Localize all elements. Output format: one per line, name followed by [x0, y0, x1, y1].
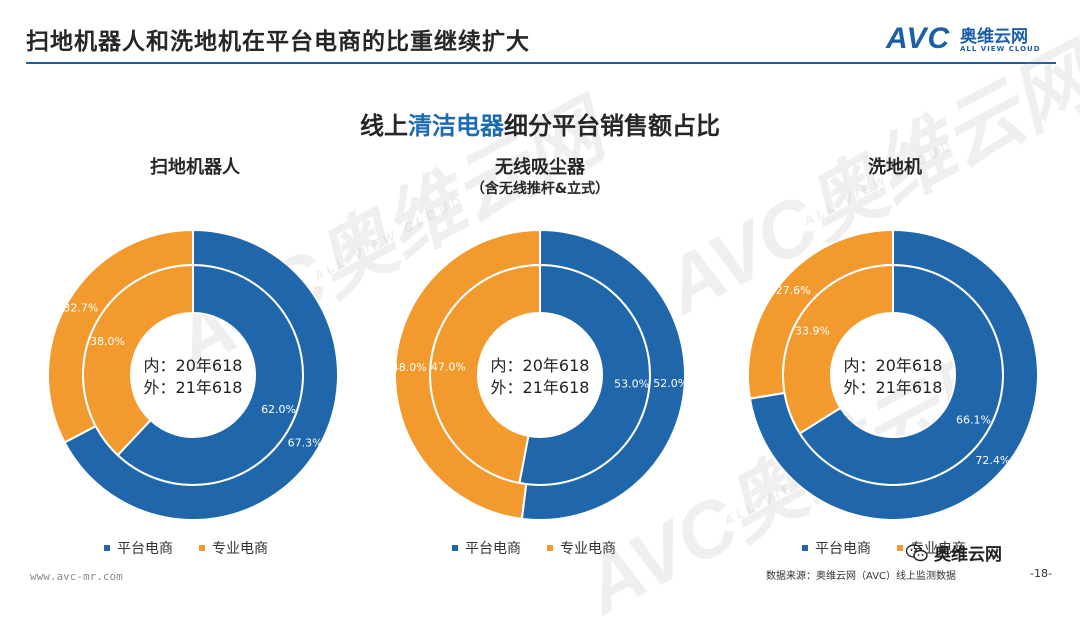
center-label-line1: 内：20年618 — [144, 356, 243, 375]
data-label-outer-professional: 48.0% — [392, 361, 427, 374]
data-label-inner-platform: 66.1% — [956, 414, 991, 427]
legend-swatch-professional — [547, 545, 553, 551]
donut-chart-cordless-vacuum: 53.0% 47.0% 52.0% 48.0% 内：20年618 外：21年618 — [392, 228, 688, 521]
logo-avc-text: AVC — [886, 22, 951, 55]
legend-item-platform: 平台电商 — [104, 538, 173, 558]
legend-robot-vacuum: 平台电商 专业电商 — [104, 538, 294, 558]
main-title-prefix: 线上 — [360, 112, 408, 140]
wechat-badge: 奥维云网 — [905, 540, 1002, 565]
legend-swatch-professional — [199, 545, 205, 551]
legend-label-professional: 专业电商 — [212, 541, 268, 557]
legend-cordless-vacuum: 平台电商 专业电商 — [452, 538, 642, 558]
slice-outer-professional — [747, 228, 894, 400]
legend-label-platform: 平台电商 — [815, 541, 871, 557]
legend-item-professional: 专业电商 — [199, 538, 268, 558]
watermark-sub: ALL VIEW CLOUD — [801, 136, 957, 229]
donut-chart-robot-vacuum: 62.0% 38.0% 67.3% 32.7% 内：20年618 外：21年618 — [47, 228, 339, 521]
chart-title-floor-scrubber: 洗地机 — [868, 157, 922, 178]
logo-chinese-text: 奥维云网 — [960, 27, 1028, 47]
data-label-inner-platform: 53.0% — [614, 378, 649, 391]
slice-outer-professional — [394, 228, 541, 520]
center-label-line1: 内：20年618 — [844, 356, 943, 375]
slice-outer-platform — [748, 228, 1039, 521]
main-title-highlight: 清洁电器 — [408, 112, 504, 140]
data-label-outer-professional: 27.6% — [776, 284, 811, 297]
page-number: -18- — [1030, 567, 1052, 580]
donut-chart-floor-scrubber: 66.1% 33.9% 72.4% 27.6% 内：20年618 外：21年618 — [747, 228, 1039, 521]
data-label-outer-platform: 52.0% — [653, 377, 688, 390]
data-label-outer-platform: 72.4% — [975, 454, 1010, 467]
header-divider — [26, 62, 1056, 64]
center-label-line1: 内：20年618 — [491, 356, 590, 375]
chart-main-title: 线上清洁电器细分平台销售额占比 — [0, 106, 1080, 141]
center-label-line2: 外：21年618 — [491, 378, 590, 397]
data-label-outer-professional: 32.7% — [63, 301, 98, 314]
center-label-line2: 外：21年618 — [144, 378, 243, 397]
main-title-suffix: 细分平台销售额占比 — [504, 112, 720, 140]
data-label-inner-professional: 38.0% — [90, 335, 125, 348]
avc-logo: AVC 奥维云网 ALL VIEW CLOUD — [886, 20, 1056, 60]
chart-title-robot-vacuum: 扫地机器人 — [150, 157, 240, 178]
logo-english-text: ALL VIEW CLOUD — [960, 45, 1041, 53]
slice-outer-platform — [520, 228, 686, 521]
legend-label-platform: 平台电商 — [117, 541, 173, 557]
center-label-line2: 外：21年618 — [844, 378, 943, 397]
legend-item-platform: 平台电商 — [802, 538, 871, 558]
legend-swatch-platform — [802, 545, 808, 551]
footer-url: www.avc-mr.com — [30, 570, 123, 583]
slice-outer-platform — [63, 228, 339, 521]
legend-swatch-platform — [104, 545, 110, 551]
wechat-account-name: 奥维云网 — [934, 545, 1002, 565]
legend-swatch-platform — [452, 545, 458, 551]
legend-label-professional: 专业电商 — [560, 541, 616, 557]
legend-swatch-professional — [897, 545, 903, 551]
legend-label-platform: 平台电商 — [465, 541, 521, 557]
data-label-inner-professional: 47.0% — [431, 360, 466, 373]
page-title: 扫地机器人和洗地机在平台电商的比重继续扩大 — [26, 29, 530, 55]
data-label-inner-platform: 62.0% — [261, 403, 296, 416]
slice-outer-professional — [47, 228, 194, 444]
chart-title-cordless-vacuum: 无线吸尘器 — [495, 157, 585, 178]
data-label-outer-platform: 67.3% — [288, 437, 323, 450]
legend-item-platform: 平台电商 — [452, 538, 521, 558]
wechat-icon — [905, 543, 928, 562]
legend-item-professional: 专业电商 — [547, 538, 616, 558]
data-label-inner-professional: 33.9% — [795, 324, 830, 337]
data-source-note: 数据来源：奥维云网（AVC）线上监测数据 — [766, 571, 957, 582]
chart-subtitle-cordless-vacuum: （含无线推杆&立式） — [470, 181, 610, 197]
